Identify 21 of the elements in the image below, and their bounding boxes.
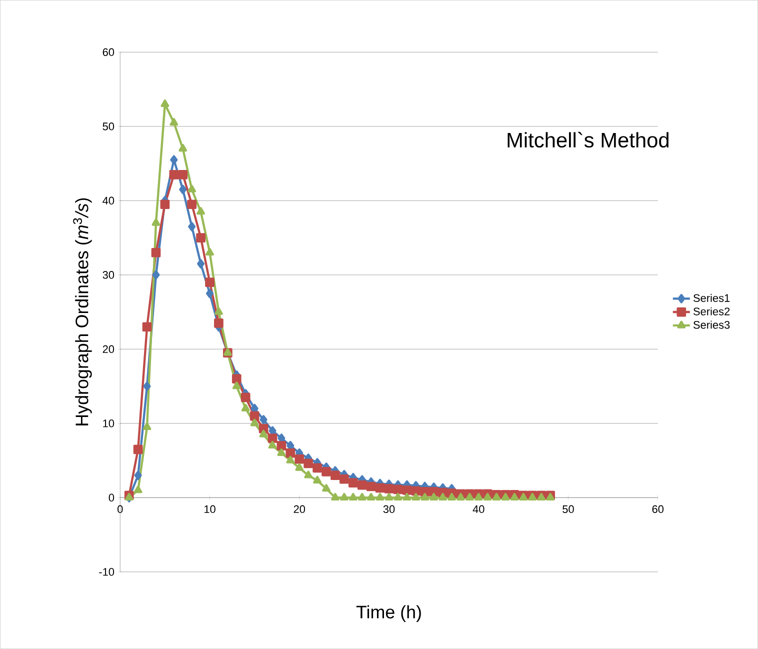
legend-label: Series2	[693, 307, 730, 316]
legend-label: Series3	[693, 320, 730, 329]
x-axis-title: Time (h)	[356, 605, 421, 622]
legend-label: Series1	[693, 294, 730, 302]
y-tick-label: 0	[108, 494, 114, 502]
x-tick-label: 20	[294, 505, 306, 514]
x-tick-label: 40	[472, 505, 484, 514]
y-axis-title: Hydrograph Ordinates (m$^{3}$/s)	[73, 198, 92, 426]
y-tick-label: -10	[99, 568, 114, 576]
x-tick-label: 50	[562, 505, 574, 514]
y-tick-label: 40	[102, 196, 114, 205]
y-tick-label: 60	[102, 48, 114, 56]
y-tick-label: 10	[103, 420, 114, 428]
x-tick-label: 30	[383, 505, 395, 514]
y-tick-label: 30	[102, 271, 114, 279]
y-tick-label: 50	[102, 122, 114, 130]
x-tick-label: 10	[204, 505, 216, 514]
x-tick-label: 0	[118, 505, 123, 514]
x-tick-label: 60	[652, 505, 664, 514]
text: Mitchell`s Method	[508, 132, 668, 148]
y-tick-label: 20	[102, 345, 114, 354]
